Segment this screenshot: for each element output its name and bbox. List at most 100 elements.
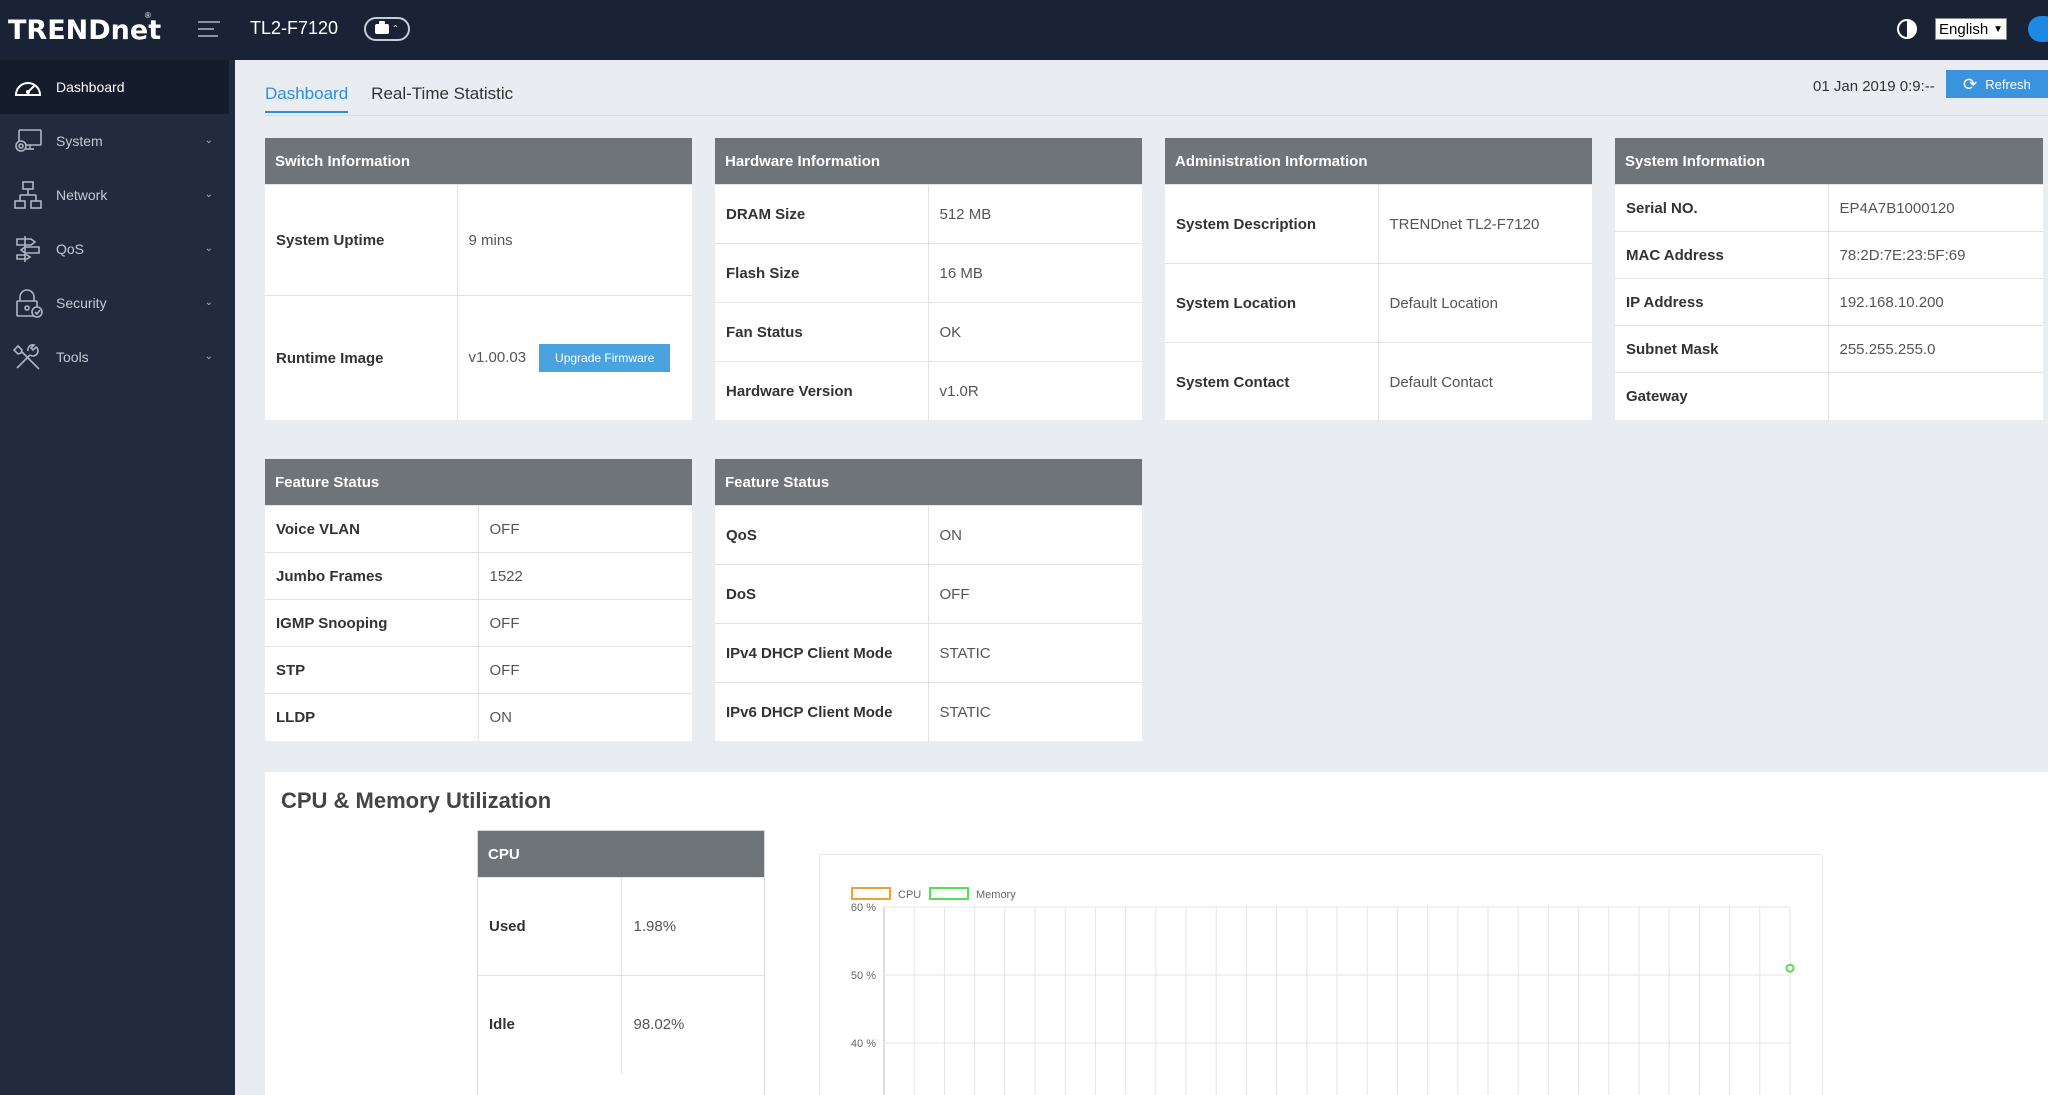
row-value: 78:2D:7E:23:5F:69 bbox=[1828, 231, 2043, 279]
row-label: System Description bbox=[1165, 184, 1379, 264]
row-label: System Location bbox=[1165, 263, 1379, 343]
row-value: 1.98% bbox=[621, 877, 764, 976]
y-tick-label: 60 % bbox=[851, 902, 876, 914]
legend-swatch-memory bbox=[929, 887, 969, 900]
row-value-cell: v1.00.03 Upgrade Firmware bbox=[457, 295, 692, 421]
row-label: IP Address bbox=[1615, 278, 1829, 326]
qos-icon bbox=[12, 233, 44, 265]
administration-information-table: System Description TRENDnet TL2-F7120 Syst… bbox=[1165, 184, 1592, 422]
chevron-down-icon: ▼ bbox=[1993, 23, 2003, 35]
row-value: OFF bbox=[928, 564, 1142, 624]
sidebar-item-label: Security bbox=[56, 295, 107, 311]
tab-divider bbox=[265, 115, 2048, 116]
device-panel-toggle[interactable]: ⌃ bbox=[364, 17, 410, 41]
upgrade-firmware-button[interactable]: Upgrade Firmware bbox=[539, 344, 671, 373]
refresh-button[interactable]: ⟳ Refresh bbox=[1946, 70, 2048, 98]
table-row: LLDP ON bbox=[265, 693, 692, 741]
security-icon bbox=[12, 287, 44, 319]
legend-label-cpu: CPU bbox=[898, 889, 921, 901]
card-title: Feature Status bbox=[715, 459, 1142, 505]
row-label: Voice VLAN bbox=[265, 505, 479, 553]
table-row: QoS ON bbox=[715, 505, 1142, 565]
chevron-down-icon: ⌄ bbox=[204, 351, 213, 362]
row-value: OFF bbox=[478, 646, 692, 694]
chevron-up-icon: ⌃ bbox=[392, 24, 399, 33]
table-row: System Description TRENDnet TL2-F7120 bbox=[1165, 184, 1592, 264]
sidebar-item-label: Tools bbox=[56, 349, 89, 365]
language-select[interactable]: English ▼ bbox=[1935, 18, 2007, 40]
card-title: Administration Information bbox=[1165, 138, 1592, 184]
table-row: Hardware Version v1.0R bbox=[715, 361, 1142, 421]
sidebar-item-dashboard[interactable]: Dashboard bbox=[0, 60, 229, 114]
system-datetime: 01 Jan 2019 0:9:-- bbox=[1813, 78, 1935, 95]
y-tick-label: 50 % bbox=[851, 970, 876, 982]
network-icon bbox=[12, 179, 44, 211]
legend-label-memory: Memory bbox=[976, 889, 1016, 901]
row-label: IPv4 DHCP Client Mode bbox=[715, 623, 929, 683]
utilization-chart: 60 % 50 % 40 % CPU Memory bbox=[819, 854, 1823, 1095]
row-value: 255.255.255.0 bbox=[1828, 325, 2043, 373]
row-value: 192.168.10.200 bbox=[1828, 278, 2043, 326]
row-label: Hardware Version bbox=[715, 361, 929, 421]
tab-real-time-statistic[interactable]: Real-Time Statistic bbox=[371, 84, 514, 103]
row-value: 1522 bbox=[478, 552, 692, 600]
chevron-down-icon: ⌄ bbox=[204, 243, 213, 254]
utilization-chart-svg: 60 % 50 % 40 % CPU Memory bbox=[851, 887, 1795, 1095]
table-row: Fan Status OK bbox=[715, 302, 1142, 362]
row-value: STATIC bbox=[928, 623, 1142, 683]
table-row: DRAM Size 512 MB bbox=[715, 184, 1142, 244]
card-title: CPU bbox=[478, 831, 764, 877]
table-row: Jumbo Frames 1522 bbox=[265, 552, 692, 600]
cpu-memory-utilization-panel: CPU & Memory Utilization CPU Used 1.98% … bbox=[265, 772, 2048, 1095]
row-value: EP4A7B1000120 bbox=[1828, 184, 2043, 232]
switch-device-icon bbox=[375, 21, 390, 34]
row-value bbox=[1828, 372, 2043, 420]
switch-information-table: System Uptime 9 mins Runtime Image v1.00… bbox=[265, 184, 692, 421]
sidebar-item-label: QoS bbox=[56, 241, 85, 257]
row-label: DRAM Size bbox=[715, 184, 929, 244]
table-row: System Uptime 9 mins bbox=[265, 184, 692, 296]
system-information-table: Serial NO. EP4A7B1000120 MAC Address 78:2D:… bbox=[1615, 184, 2043, 420]
user-menu-button[interactable] bbox=[2028, 16, 2048, 42]
row-value: OK bbox=[928, 302, 1142, 362]
table-row: Flash Size 16 MB bbox=[715, 243, 1142, 303]
row-label: QoS bbox=[715, 505, 929, 565]
row-label: Used bbox=[478, 877, 622, 976]
sidebar-item-qos[interactable]: QoS ⌄ bbox=[0, 222, 235, 276]
card-title: Feature Status bbox=[265, 459, 692, 505]
card-title: Hardware Information bbox=[715, 138, 1142, 184]
row-value: 16 MB bbox=[928, 243, 1142, 303]
y-tick-label: 40 % bbox=[851, 1038, 876, 1050]
sidebar-item-tools[interactable]: Tools ⌄ bbox=[0, 330, 235, 384]
sidebar-item-security[interactable]: Security ⌄ bbox=[0, 276, 235, 330]
table-row: Subnet Mask 255.255.255.0 bbox=[1615, 325, 2043, 373]
table-row: STP OFF bbox=[265, 646, 692, 694]
row-label: DoS bbox=[715, 564, 929, 624]
row-value: v1.0R bbox=[928, 361, 1142, 421]
theme-toggle-icon[interactable] bbox=[1897, 19, 1917, 39]
cpu-card: CPU Used 1.98% Idle 98.02% bbox=[477, 830, 765, 1095]
administration-information-card: Administration Information System Descri… bbox=[1165, 138, 1592, 422]
row-label: Subnet Mask bbox=[1615, 325, 1829, 373]
row-label: Idle bbox=[478, 975, 622, 1074]
row-label: Gateway bbox=[1615, 372, 1829, 420]
card-title: Switch Information bbox=[265, 138, 692, 184]
table-row: IGMP Snooping OFF bbox=[265, 599, 692, 647]
hardware-information-table: DRAM Size 512 MB Flash Size 16 MB Fan Status… bbox=[715, 184, 1142, 421]
row-label: Jumbo Frames bbox=[265, 552, 479, 600]
refresh-icon: ⟳ bbox=[1963, 74, 1978, 94]
tab-dashboard[interactable]: Dashboard bbox=[265, 84, 349, 113]
table-row: IP Address 192.168.10.200 bbox=[1615, 278, 2043, 326]
sidebar-item-network[interactable]: Network ⌄ bbox=[0, 168, 235, 222]
row-label: STP bbox=[265, 646, 479, 694]
row-value: OFF bbox=[478, 599, 692, 647]
sidebar-item-system[interactable]: System ⌄ bbox=[0, 114, 235, 168]
menu-toggle-icon[interactable] bbox=[198, 21, 220, 37]
feature-status-card-2: Feature Status QoS ON DoS OFF IPv4 DHCP Clie… bbox=[715, 459, 1142, 742]
row-value: 512 MB bbox=[928, 184, 1142, 244]
tab-bar: Dashboard Real-Time Statistic bbox=[265, 84, 513, 113]
brand-logo[interactable]: TRENDnet ® bbox=[0, 0, 235, 60]
chevron-down-icon: ⌄ bbox=[204, 189, 213, 200]
row-label: MAC Address bbox=[1615, 231, 1829, 279]
sidebar-item-label: Network bbox=[56, 187, 108, 203]
